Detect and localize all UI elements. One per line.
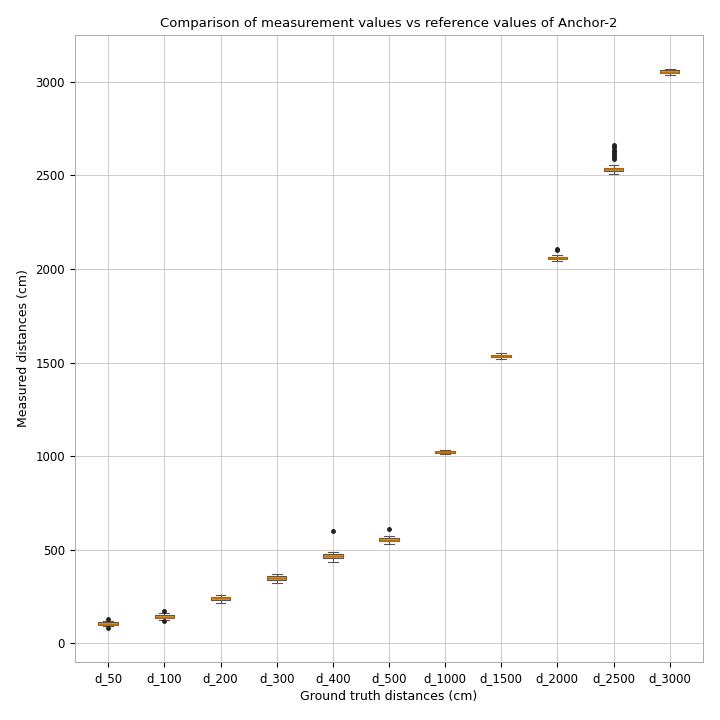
PathPatch shape — [603, 168, 624, 171]
Title: Comparison of measurement values vs reference values of Anchor-2: Comparison of measurement values vs refe… — [161, 17, 618, 30]
PathPatch shape — [323, 554, 343, 558]
PathPatch shape — [211, 597, 230, 600]
PathPatch shape — [660, 70, 680, 73]
PathPatch shape — [155, 615, 174, 618]
PathPatch shape — [436, 451, 455, 453]
PathPatch shape — [379, 538, 399, 541]
PathPatch shape — [99, 622, 118, 625]
PathPatch shape — [492, 354, 511, 357]
Y-axis label: Measured distances (cm): Measured distances (cm) — [17, 269, 30, 428]
PathPatch shape — [267, 576, 287, 580]
X-axis label: Ground truth distances (cm): Ground truth distances (cm) — [300, 690, 477, 703]
PathPatch shape — [547, 256, 567, 259]
